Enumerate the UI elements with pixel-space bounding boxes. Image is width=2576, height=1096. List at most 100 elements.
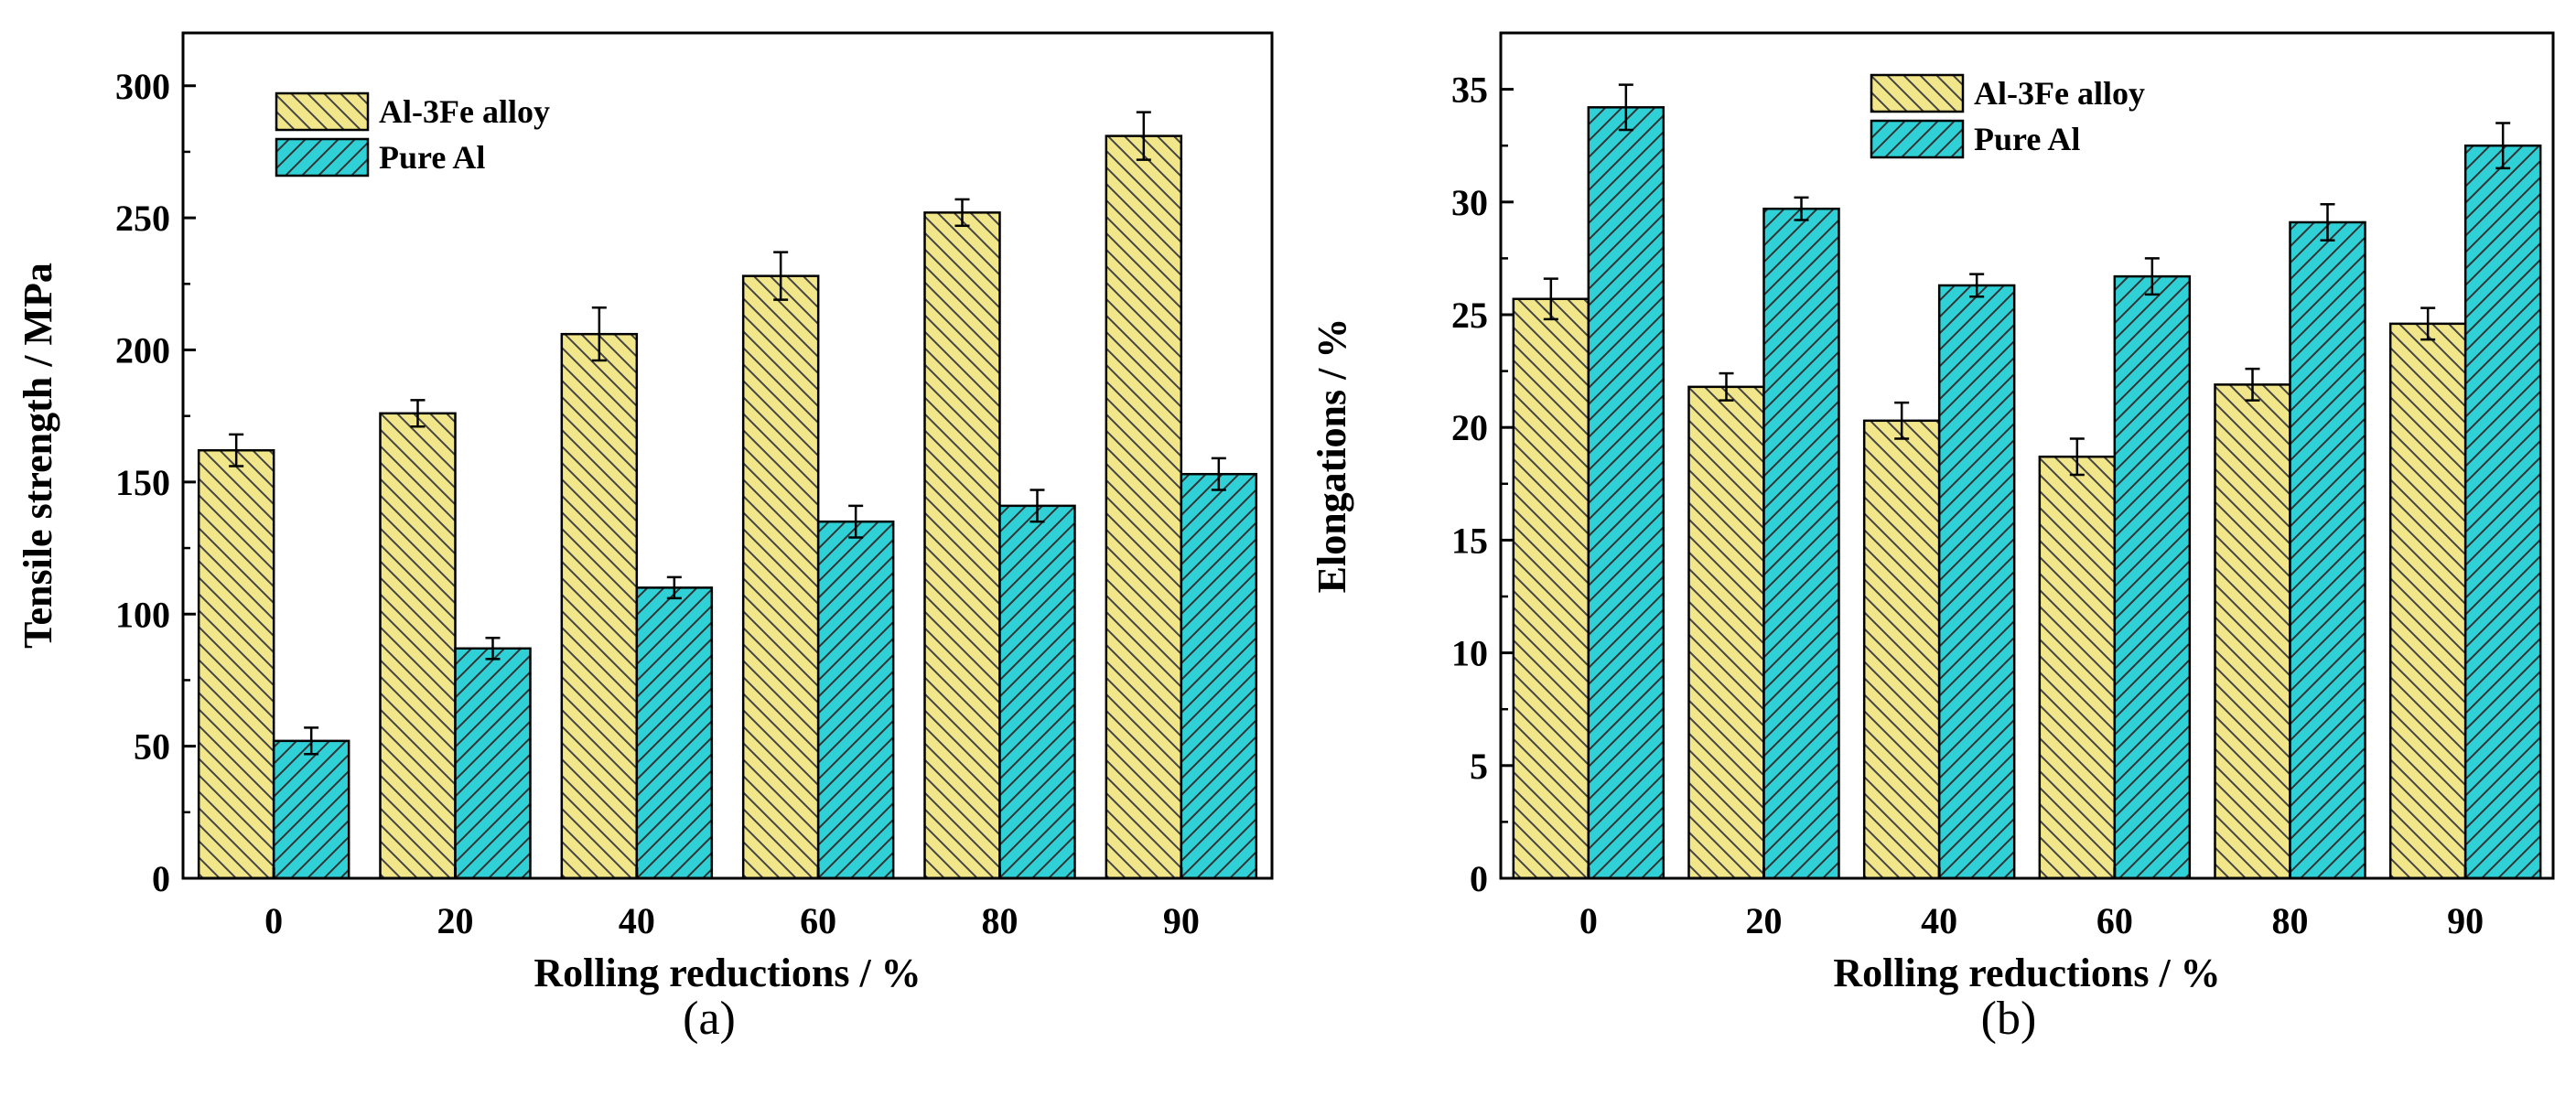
error-bar-alloy-80 bbox=[2245, 367, 2260, 402]
chart-panel-a: 0 20 40 60 80 90 0 50 100 150 200 250 300 Rolling red… bbox=[16, 31, 1274, 1045]
legend-swatch bbox=[1870, 73, 1965, 113]
x-tick-label: 20 bbox=[1746, 900, 1783, 941]
error-bar-alloy-0 bbox=[229, 433, 244, 467]
legend-item-alloy: Al-3Fe alloy bbox=[275, 91, 550, 132]
y-tick-label: 30 bbox=[1451, 182, 1488, 223]
panel-label: (b) bbox=[1981, 993, 2037, 1045]
x-tick-label: 0 bbox=[264, 900, 283, 941]
error-bar-alloy-80 bbox=[954, 198, 970, 228]
x-tick-label: 40 bbox=[619, 900, 655, 941]
y-tick-label: 10 bbox=[1451, 633, 1488, 674]
y-tick-label: 100 bbox=[115, 594, 170, 635]
error-bar-alloy-40 bbox=[591, 306, 607, 362]
bar-alloy-20 bbox=[379, 412, 457, 880]
bar-pure-80 bbox=[2289, 220, 2366, 880]
error-bar-pure-60 bbox=[848, 504, 864, 539]
bar-pure-90 bbox=[2463, 144, 2542, 880]
bar-alloy-80 bbox=[923, 211, 1001, 880]
legend-item-pure: Pure Al bbox=[1870, 119, 2080, 159]
bar-pure-80 bbox=[998, 504, 1076, 880]
y-tick-label: 35 bbox=[1451, 70, 1488, 111]
error-bar-alloy-90 bbox=[1136, 111, 1151, 161]
legend-label: Al-3Fe alloy bbox=[1974, 75, 2145, 112]
x-tick-label: 40 bbox=[1921, 900, 1957, 941]
bar-alloy-80 bbox=[2214, 383, 2291, 880]
error-bar-pure-40 bbox=[666, 575, 682, 600]
error-bar-pure-80 bbox=[2320, 203, 2335, 242]
error-bar-pure-40 bbox=[1969, 273, 1985, 298]
y-tick-label: 150 bbox=[115, 462, 170, 503]
bar-pure-0 bbox=[272, 739, 350, 880]
legend: Al-3Fe alloy Pure Al bbox=[1870, 73, 2145, 159]
legend-swatch bbox=[275, 137, 370, 177]
plot-frame bbox=[181, 31, 1274, 880]
error-bar-pure-20 bbox=[1794, 196, 1809, 221]
panel-label: (a) bbox=[683, 993, 736, 1045]
bar-pure-90 bbox=[1180, 472, 1258, 880]
x-axis-title: Rolling reductions / % bbox=[1833, 951, 2220, 995]
legend-item-alloy: Al-3Fe alloy bbox=[1870, 73, 2145, 113]
y-tick-label: 250 bbox=[115, 198, 170, 239]
y-tick-label: 0 bbox=[152, 858, 170, 899]
error-bar-alloy-40 bbox=[1894, 401, 1910, 440]
error-bar-alloy-60 bbox=[773, 251, 789, 301]
error-bar-pure-0 bbox=[304, 726, 319, 756]
x-axis-title: Rolling reductions / % bbox=[534, 951, 921, 995]
y-tick-label: 15 bbox=[1451, 520, 1488, 561]
y-tick-label: 5 bbox=[1470, 746, 1488, 787]
legend: Al-3Fe alloy Pure Al bbox=[275, 91, 550, 177]
error-bar-alloy-60 bbox=[2069, 437, 2085, 477]
legend-label: Pure Al bbox=[379, 139, 485, 176]
error-bar-pure-90 bbox=[1211, 457, 1226, 491]
error-bar-alloy-0 bbox=[1543, 277, 1558, 321]
error-bar-pure-0 bbox=[1618, 83, 1633, 132]
y-axis-title: Tensile strength / MPa bbox=[16, 263, 60, 649]
legend-swatch bbox=[1870, 119, 1965, 159]
error-bar-alloy-20 bbox=[1719, 371, 1734, 402]
bar-alloy-60 bbox=[741, 274, 820, 880]
bar-alloy-0 bbox=[197, 448, 275, 880]
bar-pure-40 bbox=[1937, 284, 2016, 880]
error-bar-pure-80 bbox=[1029, 489, 1045, 523]
y-tick-label: 0 bbox=[1470, 858, 1488, 899]
bar-pure-0 bbox=[1587, 106, 1665, 880]
error-bar-pure-20 bbox=[485, 636, 501, 661]
bar-alloy-0 bbox=[1512, 297, 1590, 880]
legend-swatch bbox=[275, 91, 370, 132]
bar-alloy-90 bbox=[1105, 134, 1183, 880]
legend-label: Pure Al bbox=[1974, 121, 2080, 157]
x-tick-label: 90 bbox=[2447, 900, 2484, 941]
y-tick-label: 300 bbox=[115, 66, 170, 107]
x-tick-label: 90 bbox=[1163, 900, 1200, 941]
y-tick-label: 20 bbox=[1451, 407, 1488, 448]
plot-frame bbox=[1499, 31, 2555, 880]
bar-alloy-40 bbox=[560, 332, 639, 880]
error-bar-pure-60 bbox=[2144, 257, 2160, 296]
error-bar-alloy-90 bbox=[2420, 306, 2436, 341]
y-axis-title: Elongations / % bbox=[1310, 318, 1354, 594]
x-tick-label: 60 bbox=[800, 900, 836, 941]
bar-alloy-20 bbox=[1687, 385, 1765, 880]
error-bar-alloy-20 bbox=[410, 399, 426, 428]
chart-panel-b: 0 20 40 60 80 90 0 5 10 15 20 25 30 35 Rolling reducti… bbox=[1310, 31, 2555, 1045]
bar-pure-60 bbox=[2113, 274, 2192, 880]
bar-pure-40 bbox=[635, 586, 714, 880]
bar-alloy-90 bbox=[2388, 322, 2467, 880]
bar-alloy-40 bbox=[1862, 419, 1941, 880]
bar-alloy-60 bbox=[2038, 455, 2117, 880]
legend-label: Al-3Fe alloy bbox=[379, 93, 550, 130]
x-tick-label: 0 bbox=[1579, 900, 1598, 941]
x-tick-label: 60 bbox=[2096, 900, 2133, 941]
x-tick-label: 80 bbox=[2272, 900, 2309, 941]
error-bar-pure-90 bbox=[2495, 122, 2511, 170]
y-tick-label: 200 bbox=[115, 330, 170, 371]
bar-pure-20 bbox=[1762, 207, 1840, 880]
bar-pure-60 bbox=[816, 520, 895, 880]
bar-pure-20 bbox=[454, 647, 532, 880]
x-tick-label: 20 bbox=[437, 900, 474, 941]
y-tick-label: 50 bbox=[134, 726, 170, 768]
y-tick-label: 25 bbox=[1451, 295, 1488, 336]
legend-item-pure: Pure Al bbox=[275, 137, 485, 177]
x-tick-label: 80 bbox=[982, 900, 1019, 941]
